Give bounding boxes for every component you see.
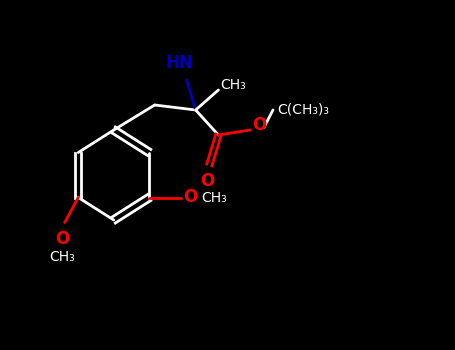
Text: CH₃: CH₃ [50, 250, 75, 264]
Text: CH₃: CH₃ [221, 78, 247, 92]
Text: O: O [55, 230, 70, 248]
Text: O: O [200, 173, 214, 190]
Text: O: O [183, 189, 197, 206]
Text: CH₃: CH₃ [202, 190, 228, 204]
Text: HN: HN [166, 55, 193, 72]
Text: C(CH₃)₃: C(CH₃)₃ [278, 103, 329, 117]
Text: O: O [253, 116, 267, 134]
